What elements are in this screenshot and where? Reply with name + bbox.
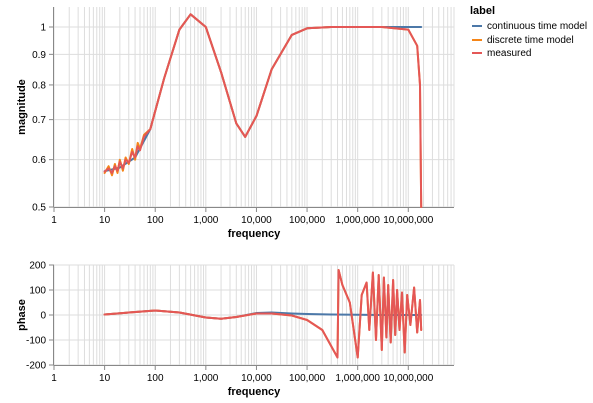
y-tick-label: -200 [26, 361, 46, 372]
y-tick-label: -100 [26, 336, 46, 347]
x-tick-label: 100 [147, 373, 164, 384]
phase-x-axis-title: frequency [228, 386, 281, 398]
legend: label continuous time model discrete tim… [470, 5, 587, 59]
x-tick-label: 10,000,000 [383, 215, 433, 226]
legend-label-continuous: continuous time model [487, 21, 587, 32]
mag-grid [53, 7, 455, 208]
x-tick-label: 1,000,000 [335, 373, 380, 384]
y-tick-label: 0.8 [32, 80, 46, 91]
phase-series [103, 269, 423, 359]
series-line-discrete-time-model [103, 13, 423, 208]
legend-title: label [470, 5, 495, 17]
x-tick-label: 1,000 [193, 373, 218, 384]
y-tick-label: 0.7 [32, 115, 46, 126]
x-tick-label: 10 [99, 373, 111, 384]
x-tick-label: 1 [51, 373, 57, 384]
legend-label-measured: measured [487, 48, 531, 59]
y-tick-label: 0.5 [32, 203, 46, 214]
x-tick-label: 1,000,000 [335, 215, 380, 226]
x-tick-label: 100 [147, 215, 164, 226]
x-tick-label: 1 [51, 215, 57, 226]
x-tick-label: 10 [99, 215, 111, 226]
phase-y-axis-title: phase [16, 299, 28, 331]
x-tick-label: 10,000 [241, 373, 272, 384]
y-tick-label: 0.6 [32, 155, 46, 166]
x-tick-label: 10,000,000 [383, 373, 433, 384]
mag-y-axis-title: magnitude [16, 79, 28, 135]
legend-entry-measured: measured [472, 48, 531, 59]
y-tick-label: 0 [40, 311, 46, 322]
phase-axes: 1 10 100 1,000 10,000 100,000 1,000,000 10,000,… [16, 261, 454, 398]
mag-series [103, 13, 423, 208]
magnitude-panel: 1 10 100 1,000 10,000 100,000 1,000,000 10,000,… [16, 7, 455, 240]
legend-entry-discrete: discrete time model [472, 35, 574, 46]
x-tick-label: 100,000 [289, 373, 326, 384]
series-line-continuous-time-model [103, 13, 423, 173]
y-tick-label: 100 [29, 286, 46, 297]
y-tick-label: 0.9 [32, 50, 46, 61]
y-tick-label: 1 [40, 22, 46, 33]
legend-label-discrete: discrete time model [487, 35, 574, 46]
y-tick-label: 200 [29, 261, 46, 272]
series-line-measured [103, 13, 423, 208]
series-line-measured [103, 269, 423, 359]
mag-axes: 1 10 100 1,000 10,000 100,000 1,000,000 10,000,… [16, 7, 454, 240]
x-tick-label: 10,000 [241, 215, 272, 226]
phase-panel: 1 10 100 1,000 10,000 100,000 1,000,000 10,000,… [16, 261, 455, 398]
x-tick-label: 1,000 [193, 215, 218, 226]
mag-x-axis-title: frequency [228, 228, 281, 240]
legend-entry-continuous: continuous time model [472, 21, 587, 32]
x-tick-label: 100,000 [289, 215, 326, 226]
